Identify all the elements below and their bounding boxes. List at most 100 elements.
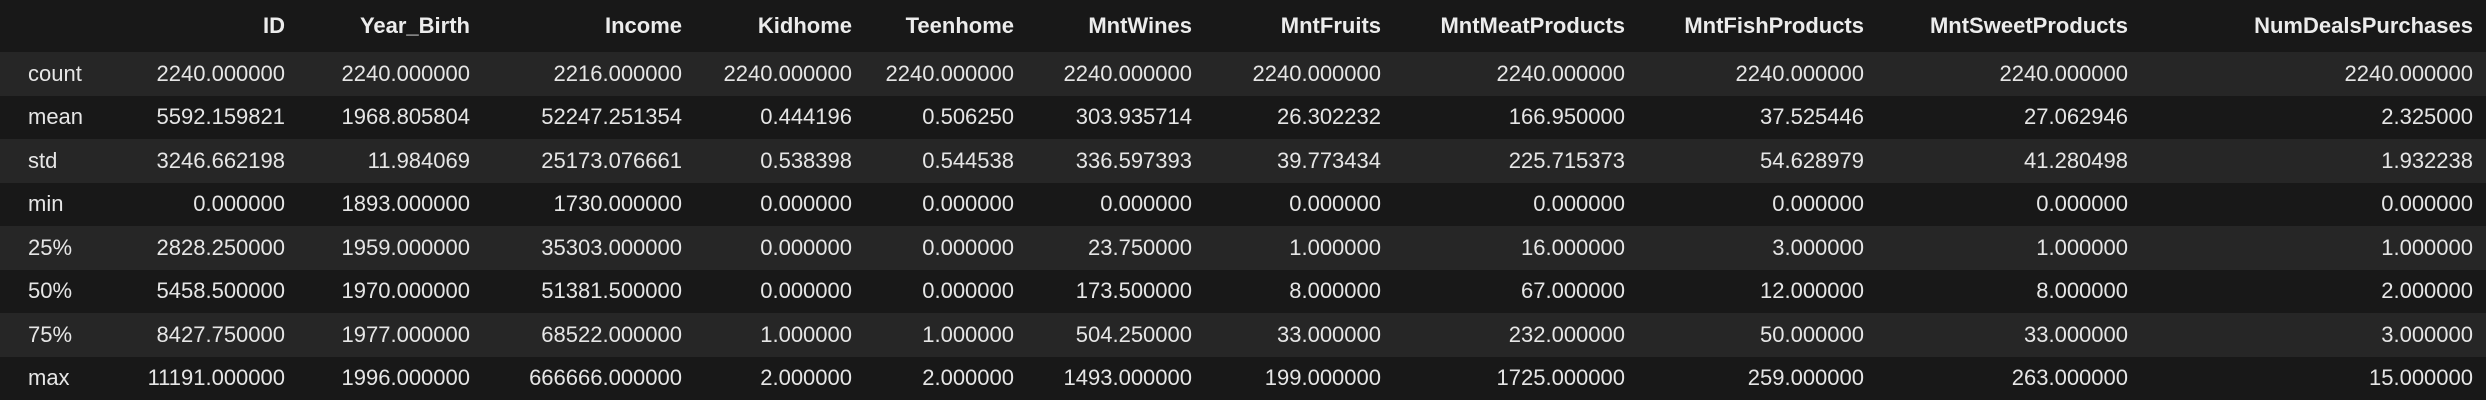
table-cell: 16.000000 (1521, 234, 1625, 260)
table-cell: 5592.159821 (156, 104, 285, 130)
table-cell: 68522.000000 (541, 321, 682, 347)
table-cell: 0.000000 (1772, 191, 1864, 217)
row-label: mean (28, 104, 84, 130)
table-cell: 51381.500000 (541, 278, 682, 304)
row-label: count (28, 60, 82, 86)
table-cell: 11.984069 (367, 147, 470, 173)
table-cell: 26.302232 (1277, 104, 1381, 130)
table-cell: 3.000000 (1772, 234, 1864, 260)
column-header: MntWines (1027, 0, 1205, 52)
table-cell: 0.000000 (1100, 191, 1192, 217)
table-cell: 2.000000 (2381, 278, 2473, 304)
table-cell: 0.000000 (760, 191, 852, 217)
table-cell: 1.000000 (922, 321, 1014, 347)
row-label: 25% (28, 234, 73, 260)
table-cell: 37.525446 (1760, 104, 1864, 130)
table-row: count 2240.000000 2240.000000 2216.00000… (0, 52, 2486, 96)
table-row: std 3246.662198 11.984069 25173.076661 0… (0, 139, 2486, 183)
table-cell: 8.000000 (2036, 278, 2128, 304)
table-cell: 303.935714 (1075, 104, 1192, 130)
table-row: max 11191.000000 1996.000000 666666.0000… (0, 356, 2486, 400)
table-cell: 504.250000 (1075, 321, 1192, 347)
table-cell: 35303.000000 (541, 234, 682, 260)
table-cell: 2240.000000 (2344, 60, 2473, 86)
row-label: std (28, 147, 58, 173)
table-row: mean 5592.159821 1968.805804 52247.25135… (0, 95, 2486, 139)
table-cell: 2828.250000 (156, 234, 285, 260)
table-cell: 11191.000000 (147, 365, 285, 391)
table-cell: 173.500000 (1075, 278, 1192, 304)
table-cell: 1996.000000 (341, 365, 470, 391)
table-cell: 3.000000 (2381, 321, 2473, 347)
table-cell: 33.000000 (2024, 321, 2128, 347)
table-cell: 12.000000 (1760, 278, 1864, 304)
column-header: ID (108, 0, 298, 52)
column-header: Income (483, 0, 695, 52)
table-cell: 0.000000 (2036, 191, 2128, 217)
table-cell: 0.544538 (922, 147, 1014, 173)
table-cell: 5458.500000 (156, 278, 285, 304)
table-cell: 1968.805804 (341, 104, 470, 130)
table-cell: 2240.000000 (156, 60, 285, 86)
table-cell: 1725.000000 (1496, 365, 1625, 391)
table-header: ID Year_Birth Income Kidhome Teenhome Mn… (0, 0, 2486, 52)
table-cell: 263.000000 (2011, 365, 2128, 391)
table-body: count 2240.000000 2240.000000 2216.00000… (0, 52, 2486, 400)
column-header: Kidhome (695, 0, 865, 52)
table-cell: 2240.000000 (1252, 60, 1381, 86)
table-cell: 2216.000000 (553, 60, 682, 86)
table-cell: 2240.000000 (723, 60, 852, 86)
column-header: MntSweetProducts (1877, 0, 2141, 52)
row-label: max (28, 365, 70, 391)
table-cell: 2.325000 (2381, 104, 2473, 130)
table-cell: 1493.000000 (1063, 365, 1192, 391)
table-cell: 2240.000000 (1735, 60, 1864, 86)
table-cell: 54.628979 (1760, 147, 1864, 173)
table-cell: 0.506250 (922, 104, 1014, 130)
table-cell: 0.538398 (760, 147, 852, 173)
table-cell: 1893.000000 (341, 191, 470, 217)
table-row: min 0.000000 1893.000000 1730.000000 0.0… (0, 182, 2486, 226)
table-row: 25% 2828.250000 1959.000000 35303.000000… (0, 226, 2486, 270)
table-cell: 41.280498 (2024, 147, 2128, 173)
table-cell: 1.000000 (1289, 234, 1381, 260)
column-header: NumDealsPurchases (2141, 0, 2486, 52)
column-header: MntFishProducts (1638, 0, 1877, 52)
table-cell: 1.932238 (2381, 147, 2473, 173)
table-cell: 2.000000 (922, 365, 1014, 391)
table-cell: 0.000000 (193, 191, 285, 217)
header-row: ID Year_Birth Income Kidhome Teenhome Mn… (0, 0, 2486, 52)
table-cell: 39.773434 (1277, 147, 1381, 173)
table-cell: 225.715373 (1508, 147, 1625, 173)
table-cell: 0.000000 (760, 234, 852, 260)
table-cell: 3246.662198 (156, 147, 285, 173)
table-cell: 0.000000 (922, 191, 1014, 217)
table-row: 50% 5458.500000 1970.000000 51381.500000… (0, 269, 2486, 313)
column-header: Year_Birth (298, 0, 483, 52)
table-cell: 0.000000 (1533, 191, 1625, 217)
column-header: Teenhome (865, 0, 1027, 52)
table-cell: 1.000000 (2036, 234, 2128, 260)
table-cell: 199.000000 (1264, 365, 1381, 391)
table-cell: 2240.000000 (1496, 60, 1625, 86)
table-cell: 25173.076661 (541, 147, 682, 173)
table-cell: 0.444196 (760, 104, 852, 130)
table-cell: 0.000000 (1289, 191, 1381, 217)
index-header (0, 0, 108, 52)
table-cell: 232.000000 (1508, 321, 1625, 347)
table-cell: 0.000000 (760, 278, 852, 304)
table-cell: 1.000000 (760, 321, 852, 347)
table-cell: 2240.000000 (341, 60, 470, 86)
table-cell: 259.000000 (1747, 365, 1864, 391)
table-cell: 23.750000 (1088, 234, 1192, 260)
table-row: 75% 8427.750000 1977.000000 68522.000000… (0, 313, 2486, 357)
table-cell: 52247.251354 (541, 104, 682, 130)
column-header: MntFruits (1205, 0, 1394, 52)
table-cell: 8427.750000 (156, 321, 285, 347)
table-cell: 0.000000 (2381, 191, 2473, 217)
table-cell: 166.950000 (1508, 104, 1625, 130)
table-cell: 15.000000 (2369, 365, 2473, 391)
row-label: 75% (28, 321, 73, 347)
